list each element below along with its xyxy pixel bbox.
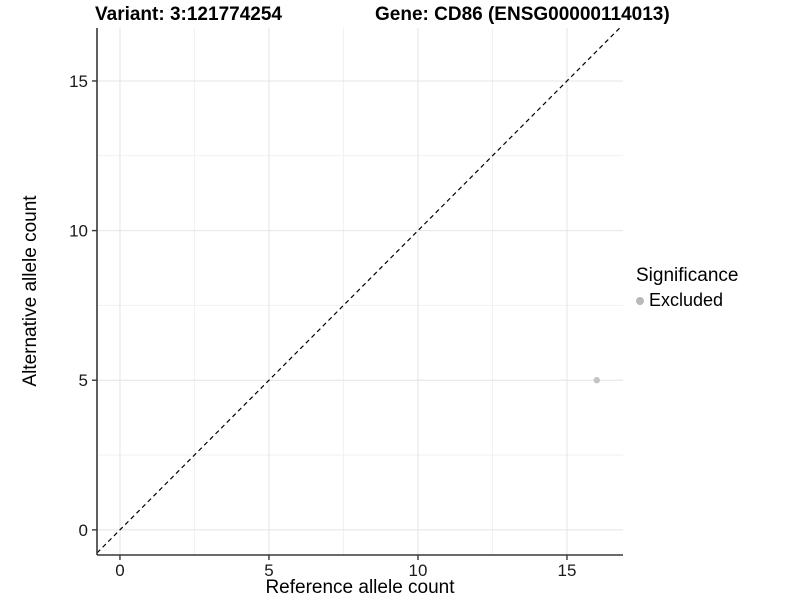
x-tick-label: 5 <box>264 561 273 580</box>
x-tick-label: 10 <box>409 561 428 580</box>
x-tick-label: 0 <box>115 561 124 580</box>
x-axis-title: Reference allele count <box>265 577 455 598</box>
plot-title-variant: Variant: 3:121774254 <box>95 4 282 25</box>
legend-key-dot-icon <box>636 296 644 305</box>
y-tick-label: 10 <box>69 222 88 241</box>
legend-title: Significance <box>636 265 739 286</box>
y-axis-title: Alternative allele count <box>20 195 41 387</box>
legend: Significance Excluded <box>636 265 738 311</box>
x-tick-label: 15 <box>558 561 577 580</box>
plot-title-gene: Gene: CD86 (ENSG00000114013) <box>375 4 670 25</box>
data-point <box>593 377 600 384</box>
legend-item-excluded: Excluded <box>636 290 738 311</box>
legend-item-label: Excluded <box>649 290 724 310</box>
y-tick-label: 15 <box>69 72 88 91</box>
y-tick-label: 5 <box>79 371 88 390</box>
identity-line <box>96 27 621 554</box>
y-tick-label: 0 <box>79 521 88 540</box>
